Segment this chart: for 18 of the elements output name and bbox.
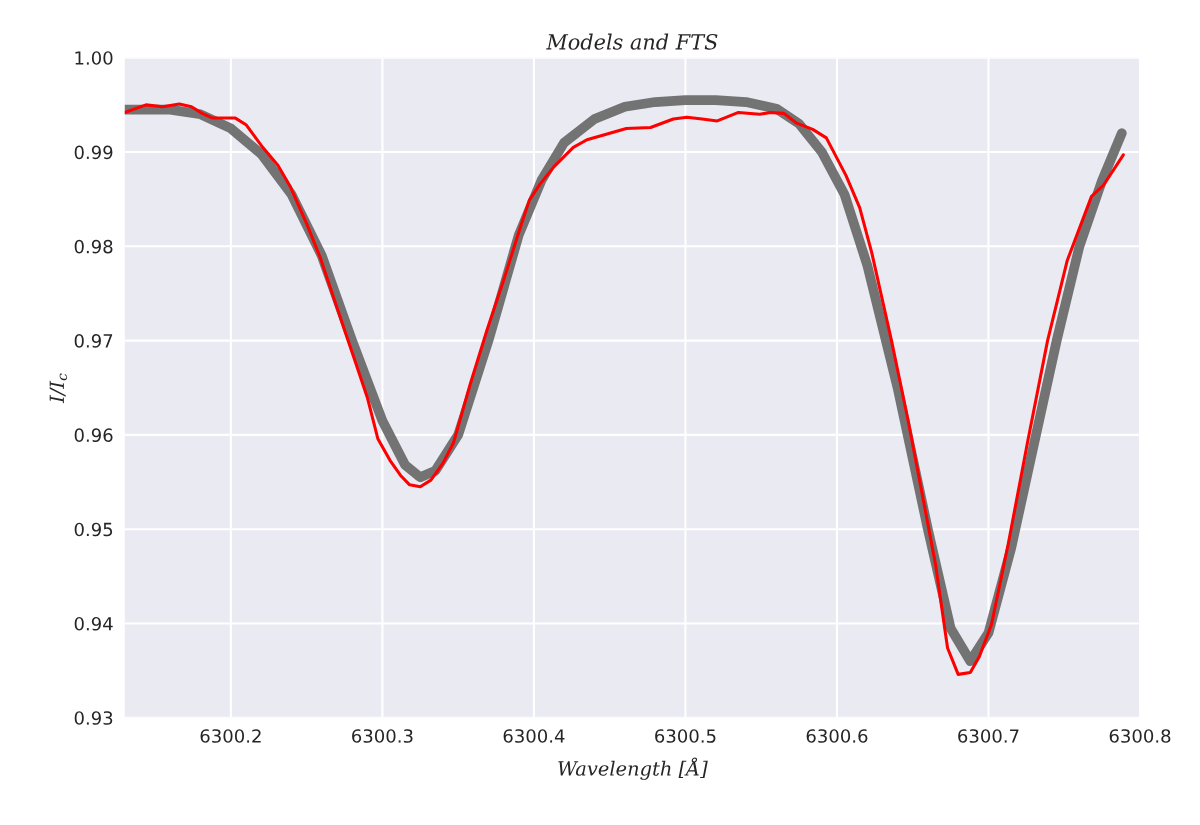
y-tick-label: 0.98 (74, 239, 113, 254)
x-axis-title: Wavelength [Å] (558, 757, 708, 780)
x-tick-label: 6300.5 (655, 729, 716, 743)
x-tick-label: 6300.7 (958, 729, 1019, 743)
x-tick-label: 6300.2 (200, 729, 261, 743)
y-tick-label: 0.94 (74, 616, 113, 631)
y-tick-label: 0.96 (74, 428, 113, 443)
x-tick-label: 6300.4 (503, 729, 565, 743)
y-tick-label: 0.93 (74, 711, 113, 725)
x-tick-label: 6300.3 (352, 729, 413, 743)
chart-title: Models and FTS (546, 33, 718, 50)
y-tick-label: 0.97 (74, 334, 113, 348)
y-axis-title: I/I$_{c}$ (49, 373, 68, 404)
x-tick-label: 6300.8 (1109, 729, 1171, 743)
y-tick-label: 0.99 (74, 145, 113, 160)
x-tick-label: 6300.6 (806, 729, 868, 743)
y-tick-label: 1.00 (75, 51, 113, 65)
y-tick-label: 0.95 (74, 522, 113, 537)
